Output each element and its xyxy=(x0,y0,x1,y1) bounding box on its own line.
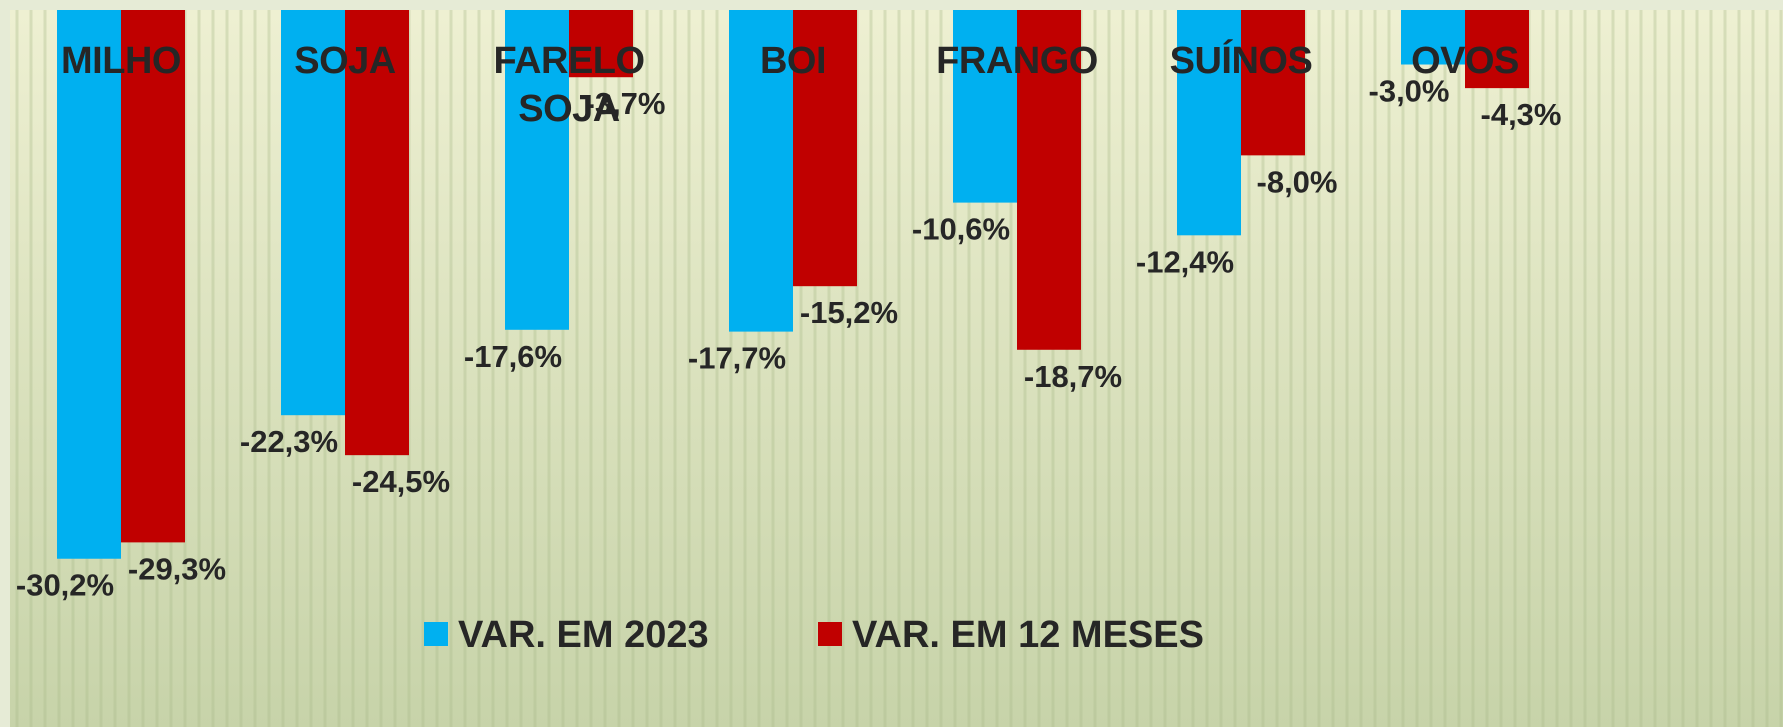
bar-var-em-12-meses-suinos xyxy=(1241,10,1305,156)
value-label-var-em-12-meses-farelo-soja: -3,7% xyxy=(585,86,666,121)
legend-label-var-2023: VAR. EM 2023 xyxy=(458,614,709,656)
legend: VAR. EM 2023 VAR. EM 12 MESES xyxy=(424,614,1204,656)
legend-label-var-12-meses: VAR. EM 12 MESES xyxy=(852,614,1204,656)
value-label-var-em-2023-soja: -22,3% xyxy=(240,424,338,459)
category-label-soja: SOJA xyxy=(294,40,396,82)
value-label-var-em-2023-frango: -10,6% xyxy=(912,212,1010,247)
value-label-var-em-12-meses-frango: -18,7% xyxy=(1024,359,1122,394)
value-label-var-em-2023-boi: -17,7% xyxy=(688,341,786,376)
category-label-milho: MILHO xyxy=(61,40,181,82)
chart-area: -30,2% -29,3% MILHO -22,3% -24,5% SOJA -17,6% -… xyxy=(10,10,1783,727)
value-label-var-em-12-meses-boi: -15,2% xyxy=(800,295,898,330)
category-label-farelo-soja-line-1: FARELO xyxy=(493,40,644,82)
legend-swatch-var-12-meses xyxy=(818,622,842,646)
category-label-boi: BOI xyxy=(760,40,826,82)
value-label-var-em-2023-farelo-soja: -17,6% xyxy=(464,339,562,374)
labels-layer: -30,2% -29,3% MILHO -22,3% -24,5% SOJA -17,6% -… xyxy=(16,38,1562,603)
bar-var-em-2023-suinos xyxy=(1177,10,1241,236)
value-label-var-em-2023-suinos: -12,4% xyxy=(1136,244,1234,279)
category-label-suinos: SUÍNOS xyxy=(1170,38,1313,82)
bar-var-em-2023-soja xyxy=(281,10,345,416)
bars-layer xyxy=(57,10,1529,559)
bar-var-em-2023-frango xyxy=(953,10,1017,203)
bar-var-em-12-meses-soja xyxy=(345,10,409,456)
bar-var-em-2023-boi xyxy=(729,10,793,332)
bar-var-em-12-meses-frango xyxy=(1017,10,1081,350)
legend-swatch-var-2023 xyxy=(424,622,448,646)
bar-var-em-12-meses-farelo-soja xyxy=(569,10,633,78)
bar-var-em-2023-milho xyxy=(57,10,121,559)
category-label-ovos: OVOS xyxy=(1411,40,1519,82)
value-label-var-em-12-meses-suinos: -8,0% xyxy=(1257,164,1338,199)
bar-var-em-12-meses-milho xyxy=(121,10,185,543)
bar-chart: -30,2% -29,3% MILHO -22,3% -24,5% SOJA -17,6% -… xyxy=(10,10,1783,727)
bar-var-em-2023-farelo-soja xyxy=(505,10,569,330)
value-label-var-em-12-meses-milho: -29,3% xyxy=(128,551,226,586)
category-label-frango: FRANGO xyxy=(936,40,1098,82)
category-label-farelo-soja-line-2: SOJA xyxy=(518,88,620,130)
bar-var-em-12-meses-ovos xyxy=(1465,10,1529,89)
value-label-var-em-2023-ovos: -3,0% xyxy=(1369,74,1450,109)
value-label-var-em-12-meses-ovos: -4,3% xyxy=(1481,97,1562,132)
value-label-var-em-2023-milho: -30,2% xyxy=(16,568,114,603)
bar-var-em-12-meses-boi xyxy=(793,10,857,287)
value-label-var-em-12-meses-soja: -24,5% xyxy=(352,464,450,499)
bar-var-em-2023-ovos xyxy=(1401,10,1465,65)
